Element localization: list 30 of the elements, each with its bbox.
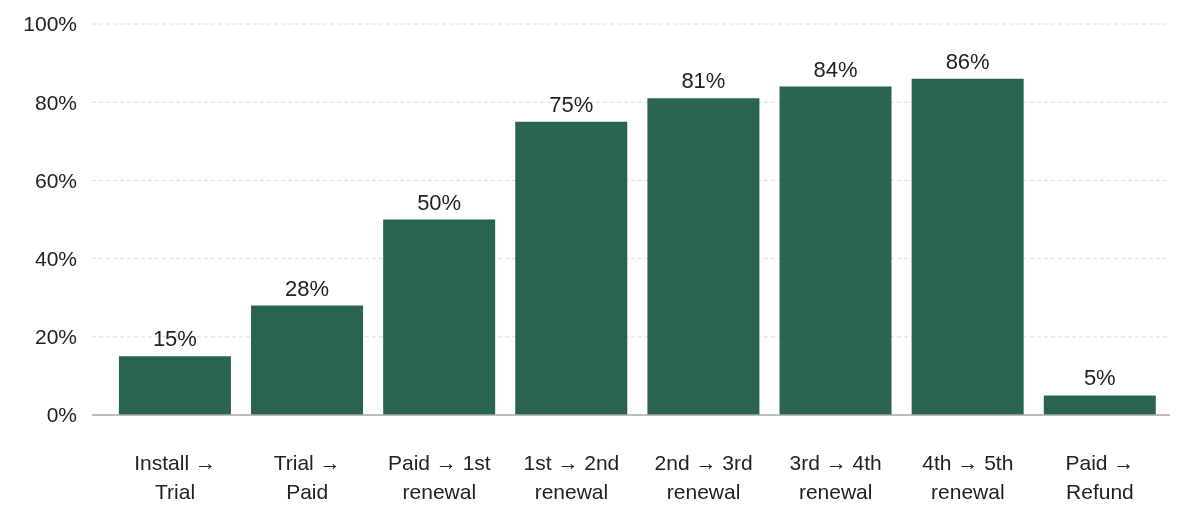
y-tick-label: 20% [34, 325, 77, 349]
y-tick-label: 100% [23, 12, 77, 36]
data-label: 5% [1083, 365, 1116, 391]
x-tick-label: Trial → Paid [273, 451, 341, 503]
bar [1043, 395, 1156, 415]
x-tick-label: Paid → Refund [1065, 451, 1135, 503]
bar [118, 356, 231, 415]
bar [515, 121, 628, 415]
data-label: 84% [813, 56, 858, 82]
data-label: 86% [945, 48, 990, 74]
y-tick-label: 0% [46, 403, 77, 427]
x-tick-label: Install → Trial [134, 451, 216, 503]
data-label: 81% [681, 68, 726, 94]
x-tick-label: 2nd → 3rd renewal [654, 451, 753, 503]
x-tick-label: 4th → 5th renewal [922, 451, 1014, 503]
bar [383, 219, 496, 415]
bar [911, 78, 1024, 415]
data-label: 28% [285, 275, 330, 301]
bar [779, 86, 892, 415]
x-tick-label: Paid → 1st renewal [387, 451, 491, 503]
x-tick-label: 1st → 2nd renewal [523, 451, 620, 503]
data-label: 75% [549, 91, 594, 117]
y-tick-label: 60% [34, 168, 77, 192]
data-label: 50% [417, 189, 462, 215]
x-tick-label: 3rd → 4th renewal [789, 451, 882, 503]
y-tick-label: 80% [34, 90, 77, 114]
data-label: 15% [152, 326, 197, 352]
bar [647, 98, 760, 415]
bar [251, 305, 364, 415]
y-tick-label: 40% [34, 247, 77, 271]
